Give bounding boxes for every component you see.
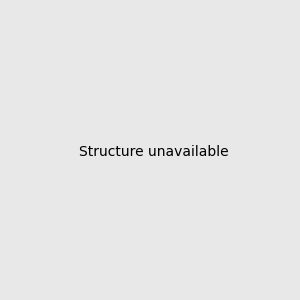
Text: Structure unavailable: Structure unavailable (79, 145, 229, 158)
